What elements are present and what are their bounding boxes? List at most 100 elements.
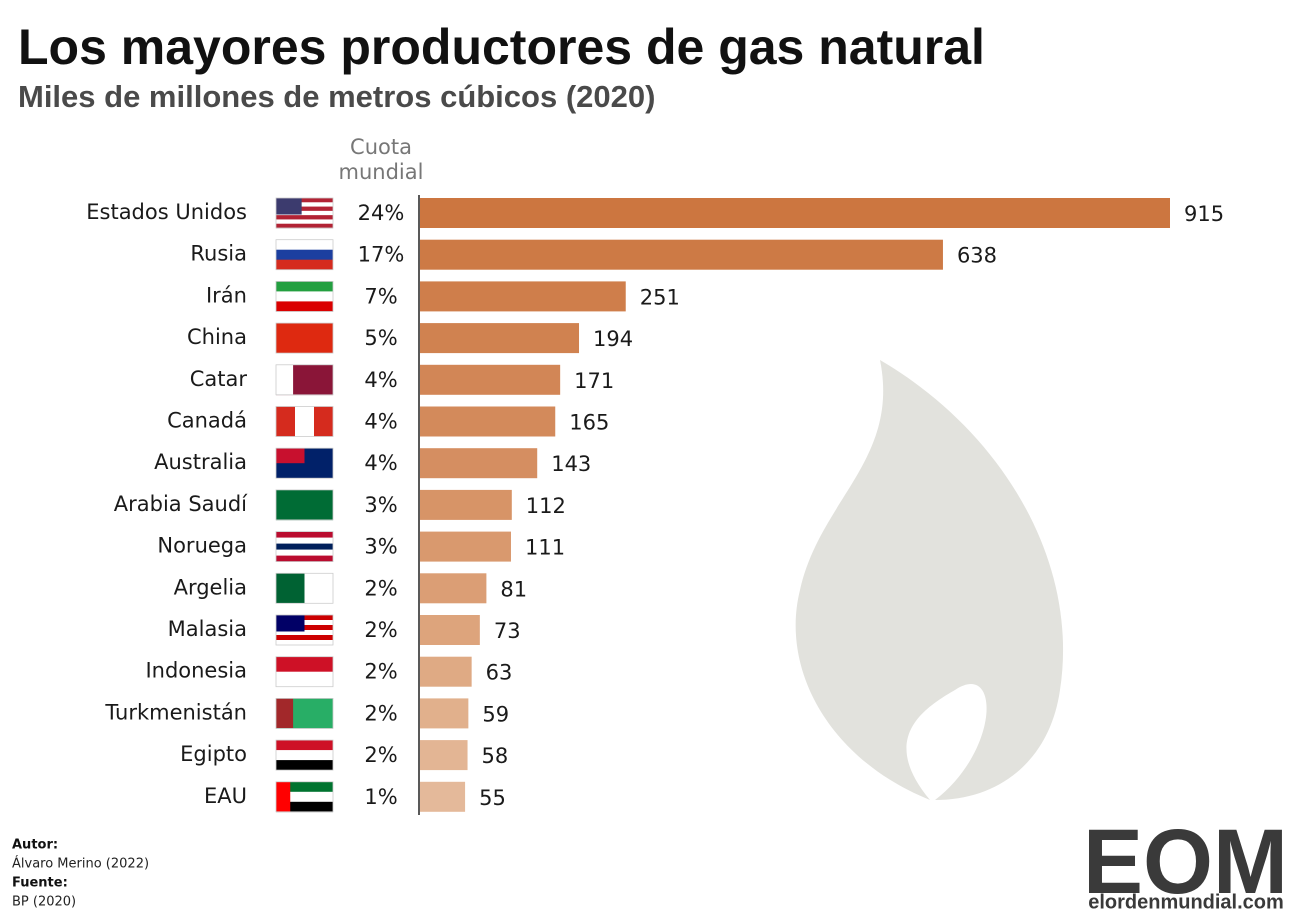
flag-stripe — [276, 791, 333, 803]
flag-stripe — [276, 760, 333, 771]
flag-stripe — [276, 537, 333, 544]
category-label: Rusia — [190, 242, 247, 266]
flag-stripe — [276, 781, 333, 793]
category-label: Canadá — [167, 409, 247, 433]
share-label: 3% — [364, 493, 397, 517]
share-label: 4% — [364, 451, 397, 475]
flag-hoist — [276, 364, 294, 395]
bar — [420, 364, 561, 395]
footer-text: BP (2020) — [12, 895, 76, 910]
bar — [420, 656, 472, 687]
value-label: 194 — [593, 327, 633, 351]
flag-hoist — [276, 615, 305, 632]
value-label: 59 — [482, 702, 509, 726]
flag-border — [275, 239, 334, 271]
share-header: mundial — [339, 160, 424, 184]
share-label: 2% — [364, 701, 397, 725]
bar — [420, 281, 626, 312]
share-label: 4% — [364, 368, 397, 392]
flag-hoist — [276, 573, 305, 604]
flag-border — [275, 781, 334, 813]
bar — [420, 615, 480, 645]
flag-stripe — [276, 630, 333, 636]
footer-label: Fuente: — [12, 876, 68, 891]
flag-border — [275, 656, 334, 688]
flag-border — [275, 531, 334, 562]
flag-stripe — [276, 656, 333, 672]
flag-stripe — [276, 239, 333, 250]
bar — [420, 573, 487, 604]
value-label: 112 — [526, 494, 566, 518]
share-label: 2% — [364, 743, 397, 767]
bar — [420, 698, 469, 729]
category-label: Malasia — [168, 617, 247, 641]
share-header: Cuota — [350, 135, 412, 159]
flame-decoration — [795, 360, 1064, 800]
flag-stripe — [276, 406, 295, 437]
flag-stripe — [276, 323, 333, 354]
flag-border — [275, 698, 334, 729]
flag-stripe — [276, 740, 333, 751]
flag-stripe — [276, 210, 333, 216]
bar — [420, 406, 556, 437]
share-label: 1% — [364, 785, 397, 809]
value-label: 251 — [640, 285, 680, 309]
bar — [420, 448, 538, 479]
share-label: 2% — [364, 660, 397, 684]
value-label: 915 — [1184, 202, 1224, 226]
flag-border — [275, 406, 334, 437]
bar — [420, 740, 468, 771]
flag-stripe — [276, 555, 333, 562]
chart-subtitle: Miles de millones de metros cúbicos (202… — [18, 79, 655, 114]
flag-border — [275, 739, 334, 771]
flag-stripe — [276, 259, 333, 270]
bar — [420, 239, 943, 270]
category-label: China — [187, 325, 247, 349]
flag-stripe — [276, 549, 333, 556]
flag-stripe — [276, 281, 333, 292]
bar — [420, 198, 1170, 228]
flag-border — [275, 197, 334, 229]
value-label: 58 — [482, 744, 509, 768]
footer-text: Álvaro Merino (2022) — [12, 856, 149, 872]
value-label: 111 — [525, 536, 565, 560]
flag-hoist — [276, 698, 294, 729]
flag-border — [275, 614, 334, 646]
flag-hoist — [276, 781, 291, 812]
flag-stripe — [276, 206, 333, 212]
flag-stripe — [295, 406, 314, 437]
value-label: 63 — [486, 661, 513, 685]
chart-title: Los mayores productores de gas natural — [18, 19, 985, 75]
flag-stripe — [276, 301, 333, 312]
flag-stripe — [276, 801, 333, 813]
flag-stripe — [276, 750, 333, 761]
logo: EOM — [1083, 811, 1288, 913]
flag-stripe — [276, 219, 333, 225]
category-label: Noruega — [157, 534, 247, 558]
category-label: Turkmenistán — [104, 700, 247, 724]
category-label: Australia — [154, 450, 247, 474]
flag-border — [275, 572, 334, 604]
value-label: 73 — [494, 619, 521, 643]
flag-stripe — [276, 249, 333, 260]
flag-border — [275, 447, 334, 479]
category-label: Catar — [190, 367, 248, 391]
flag-stripe — [276, 489, 333, 521]
category-label: Estados Unidos — [86, 200, 247, 224]
share-label: 17% — [358, 243, 405, 267]
flag-border — [275, 364, 334, 396]
share-label: 2% — [364, 618, 397, 642]
value-label: 171 — [574, 369, 614, 393]
bar — [420, 323, 580, 354]
category-label: Indonesia — [145, 659, 247, 683]
flag-stripe — [276, 543, 333, 550]
share-label: 4% — [364, 410, 397, 434]
share-label: 2% — [364, 576, 397, 600]
value-label: 143 — [551, 452, 591, 476]
category-label: Irán — [206, 283, 247, 307]
flag-hoist — [276, 448, 305, 464]
flag-stripe — [314, 406, 333, 437]
logo-site: elordenmundial.com — [1088, 891, 1284, 913]
footer-label: Autor: — [12, 838, 58, 853]
